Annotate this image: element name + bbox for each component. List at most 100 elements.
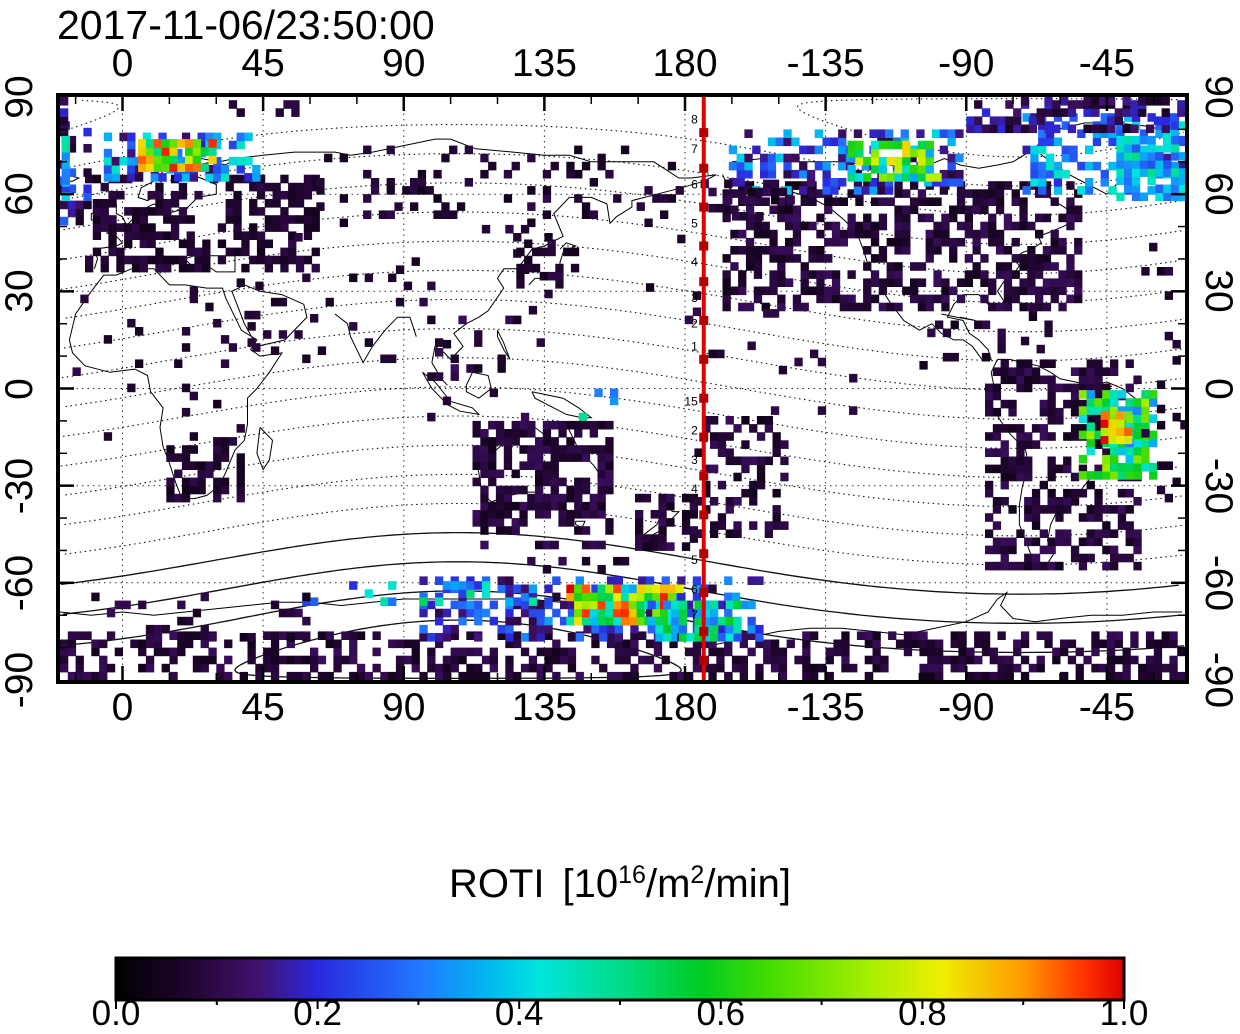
roti-cell: [542, 461, 552, 470]
roti-cell: [1058, 246, 1067, 255]
roti-cell: [894, 237, 903, 247]
roti-cell: [777, 213, 786, 223]
roti-cell: [244, 173, 253, 182]
roti-cell: [178, 207, 188, 216]
roti-cell: [981, 320, 991, 330]
roti-cell: [1016, 529, 1025, 538]
roti-cell: [636, 592, 645, 602]
roti-cell: [228, 437, 238, 446]
roti-cell: [870, 254, 880, 263]
roti-cell: [1000, 480, 1009, 490]
roti-cell: [1016, 383, 1025, 393]
roti-cell: [67, 639, 77, 649]
roti-cell: [1091, 631, 1100, 640]
roti-cell: [83, 671, 92, 680]
roti-cell: [1116, 160, 1125, 169]
roti-cell: [1125, 505, 1134, 514]
roti-cell: [233, 223, 242, 232]
roti-cell: [692, 639, 702, 649]
roti-cell: [1161, 97, 1170, 106]
roti-cell: [767, 153, 777, 163]
roti-cell: [1147, 152, 1156, 161]
magnetic-latitude-contour: [60, 211, 1021, 275]
roti-cell: [1016, 440, 1025, 449]
roti-cell: [745, 181, 755, 190]
roti-cell: [902, 140, 911, 150]
roti-cell: [964, 213, 973, 223]
roti-cell: [574, 429, 583, 438]
roti-cell: [597, 600, 606, 610]
roti-cell: [1170, 121, 1180, 130]
roti-cell: [1039, 432, 1048, 441]
roti-cell: [1050, 197, 1059, 206]
roti-cell: [503, 501, 513, 511]
roti-cell: [403, 639, 413, 649]
roti-cell: [992, 383, 1002, 393]
roti-cell: [689, 526, 698, 535]
roti-cell: [256, 231, 266, 240]
roti-cell: [1102, 561, 1111, 571]
roti-cell: [1044, 124, 1053, 134]
roti-cell: [1164, 461, 1173, 470]
roti-cell: [1030, 178, 1039, 187]
roti-cell: [1106, 647, 1116, 657]
roti-cell: [824, 286, 833, 296]
roti-cell: [925, 237, 934, 247]
roti-cell: [233, 199, 242, 208]
roti-cell: [236, 278, 245, 287]
roti-cell: [174, 469, 183, 479]
roti-cell: [894, 181, 903, 190]
roti-cell: [317, 346, 327, 355]
roti-cell: [1091, 663, 1100, 673]
roti-cell: [1178, 192, 1185, 202]
roti-cell: [547, 239, 556, 249]
roti-cell: [1124, 176, 1133, 185]
roti-cell: [833, 647, 842, 657]
roti-cell: [1086, 383, 1095, 393]
roti-cell: [966, 124, 975, 134]
roti-cell: [747, 616, 756, 626]
roti-cell: [339, 194, 348, 203]
roti-cell: [635, 510, 644, 519]
roti-cell: [652, 584, 661, 594]
roti-cell: [489, 647, 498, 657]
roti-cell: [692, 647, 702, 657]
roti-cell: [138, 663, 147, 673]
roti-cell: [472, 445, 481, 454]
roti-cell: [772, 448, 781, 457]
roti-cell: [1145, 97, 1155, 106]
roti-cell: [725, 456, 734, 466]
roti-cell: [927, 639, 936, 649]
roti-cell: [511, 526, 520, 535]
roti-cell: [995, 237, 1005, 247]
roti-cell: [1116, 192, 1125, 202]
roti-cell: [1066, 197, 1075, 206]
roti-cell: [1163, 144, 1172, 153]
roti-cell: [527, 453, 536, 462]
roti-cell: [681, 493, 691, 503]
roti-cell: [435, 372, 444, 381]
roti-cell: [670, 600, 680, 610]
roti-cell: [185, 631, 194, 640]
roti-cell: [1110, 463, 1119, 472]
roti-cell: [208, 633, 217, 642]
roti-cell: [189, 286, 198, 296]
roti-cell: [981, 647, 991, 657]
roti-cell: [178, 182, 188, 192]
roti-cell: [988, 213, 997, 223]
roti-cell: [1066, 213, 1075, 223]
roti-cell: [216, 671, 225, 680]
roti-cell: [724, 576, 733, 585]
roti-cell: [1163, 184, 1172, 194]
roti-cell: [566, 169, 575, 179]
roti-cell: [294, 631, 303, 640]
roti-cell: [1086, 438, 1095, 448]
roti-cell: [488, 469, 497, 479]
roti-cell: [764, 424, 773, 433]
roti-cell: [816, 294, 825, 304]
roti-cell: [1147, 168, 1156, 177]
roti-cell: [1016, 432, 1025, 441]
roti-cell: [666, 493, 675, 503]
roti-cell: [213, 132, 222, 142]
roti-cell: [92, 247, 102, 257]
